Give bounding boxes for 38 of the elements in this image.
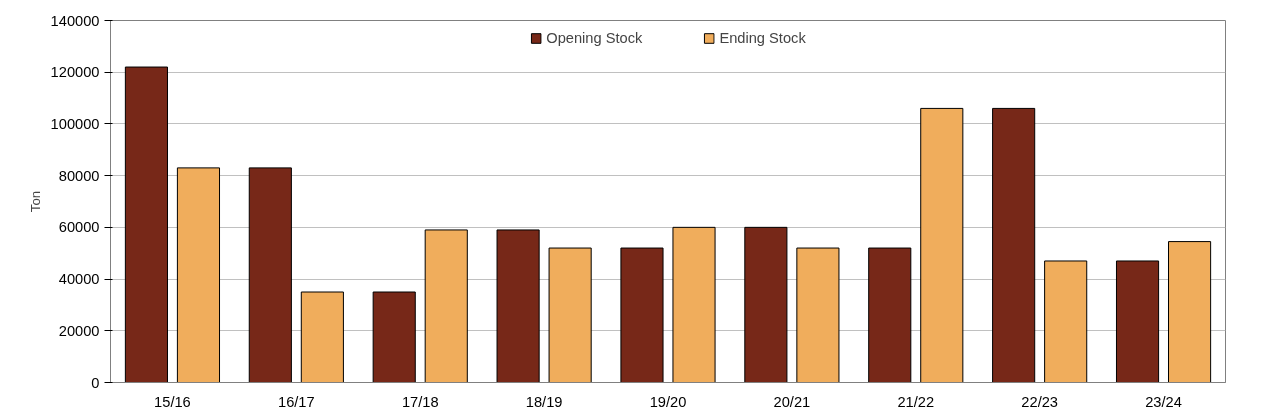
x-tick-label: 19/20 xyxy=(649,393,687,410)
bar xyxy=(248,167,292,383)
bar xyxy=(868,247,912,383)
x-tick-label: 20/21 xyxy=(773,393,811,410)
x-tick-label: 16/17 xyxy=(278,393,315,410)
bar xyxy=(300,291,344,383)
bar xyxy=(496,229,540,383)
y-tick-label: 140000 xyxy=(50,12,100,29)
y-tick-label: 80000 xyxy=(58,167,100,184)
y-tick-label: 60000 xyxy=(58,219,100,236)
bar xyxy=(620,247,664,383)
y-axis-title: Ton xyxy=(27,190,43,213)
x-tick-label: 22/23 xyxy=(1021,393,1059,410)
y-tick-label: 100000 xyxy=(50,115,100,132)
bar xyxy=(672,226,716,383)
legend-label: Opening Stock xyxy=(546,30,643,46)
legend-label: Ending Stock xyxy=(719,30,806,46)
bar xyxy=(176,167,221,383)
x-tick-label: 17/18 xyxy=(401,393,439,410)
bar xyxy=(424,229,468,383)
bar xyxy=(548,247,592,383)
y-tick-label: 120000 xyxy=(50,64,100,81)
y-tick-label: 40000 xyxy=(58,271,100,288)
x-tick-label: 15/16 xyxy=(154,393,191,410)
x-tick-label: 23/24 xyxy=(1145,393,1182,410)
bar xyxy=(992,107,1036,383)
bar xyxy=(1115,260,1160,383)
bar xyxy=(744,226,788,383)
y-tick-label: 0 xyxy=(91,374,100,391)
x-tick-label: 18/19 xyxy=(525,393,563,410)
bar xyxy=(124,66,168,383)
bar xyxy=(796,247,840,383)
bar xyxy=(920,107,964,383)
y-tick-label: 20000 xyxy=(58,322,100,339)
x-tick-label: 21/22 xyxy=(897,393,935,410)
bar xyxy=(1168,241,1212,383)
bar xyxy=(1044,260,1088,383)
bar xyxy=(372,291,416,383)
